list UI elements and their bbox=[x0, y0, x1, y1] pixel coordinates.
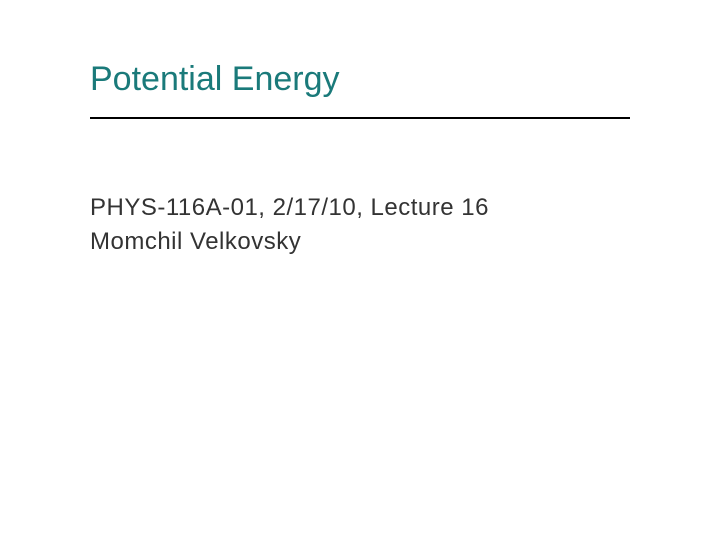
subtitle-line-1: PHYS-116A-01, 2/17/10, Lecture 16 bbox=[90, 191, 630, 225]
slide-title: Potential Energy bbox=[90, 60, 630, 99]
subtitle-line-2: Momchil Velkovsky bbox=[90, 225, 630, 259]
slide-subtitle: PHYS-116A-01, 2/17/10, Lecture 16 Momchi… bbox=[90, 191, 630, 258]
title-divider bbox=[90, 117, 630, 119]
slide-container: Potential Energy PHYS-116A-01, 2/17/10, … bbox=[0, 0, 720, 540]
